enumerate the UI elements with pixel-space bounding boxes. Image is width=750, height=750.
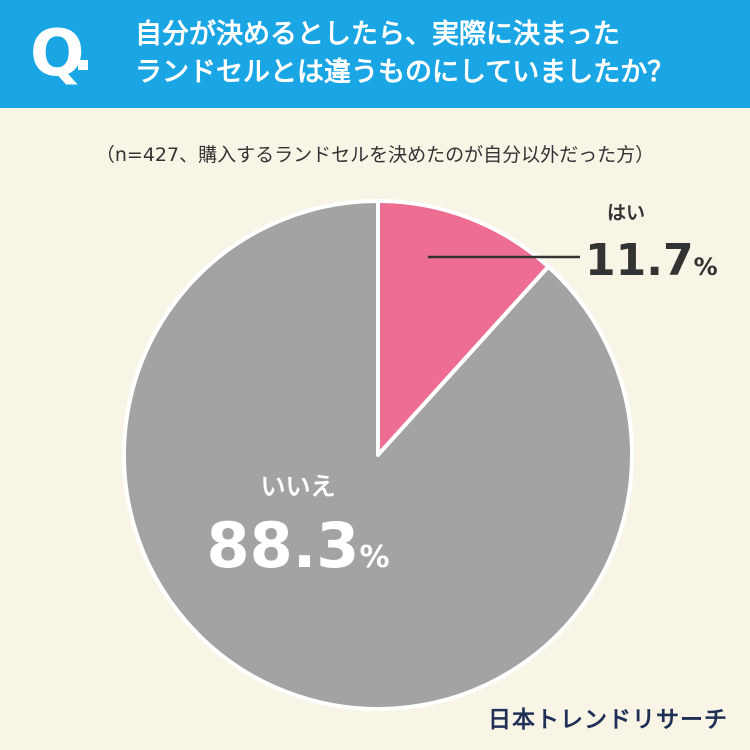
value-no: 88.3%: [206, 509, 389, 582]
value-yes: 11.7%: [585, 235, 718, 286]
label-yes: はい: [607, 202, 645, 224]
unit-no: %: [359, 540, 389, 575]
q-mark: Q: [30, 17, 85, 91]
brand-logo: 日本トレンドリサーチ: [488, 707, 728, 733]
sample-note: （n=427、購入するランドセルを決めたのが自分以外だった方）: [95, 144, 655, 166]
unit-yes: %: [694, 253, 718, 281]
question-text: 自分が決めるとしたら、実際に決まった ランドセルとは違うものにしていましたか？: [135, 19, 675, 88]
label-no: いいえ: [260, 472, 335, 501]
q-mark-dot: [78, 60, 88, 70]
question-header: Q 自分が決めるとしたら、実際に決まった ランドセルとは違うものにしていましたか…: [0, 0, 750, 108]
pie-slice-no: [122, 199, 634, 711]
